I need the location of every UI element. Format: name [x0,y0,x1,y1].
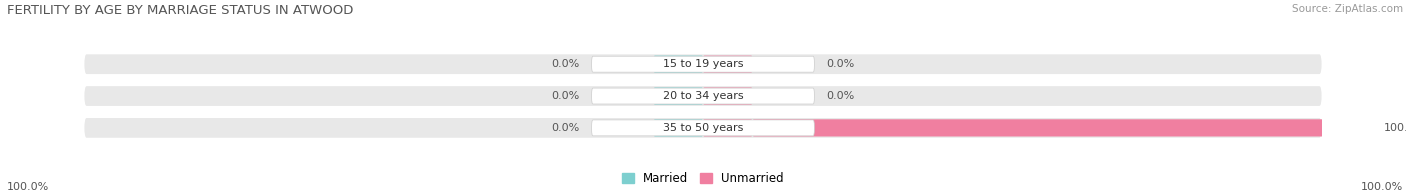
Text: 100.0%: 100.0% [1361,182,1403,192]
FancyBboxPatch shape [592,88,814,104]
Text: 0.0%: 0.0% [827,91,855,101]
Text: 0.0%: 0.0% [551,123,579,133]
FancyBboxPatch shape [752,119,1371,136]
FancyBboxPatch shape [84,54,1322,74]
FancyBboxPatch shape [592,120,814,136]
Text: 20 to 34 years: 20 to 34 years [662,91,744,101]
FancyBboxPatch shape [654,119,703,136]
Legend: Married, Unmarried: Married, Unmarried [617,168,789,190]
Text: FERTILITY BY AGE BY MARRIAGE STATUS IN ATWOOD: FERTILITY BY AGE BY MARRIAGE STATUS IN A… [7,4,353,17]
FancyBboxPatch shape [654,56,703,73]
Text: 0.0%: 0.0% [551,59,579,69]
Text: 35 to 50 years: 35 to 50 years [662,123,744,133]
FancyBboxPatch shape [654,87,703,105]
Text: 0.0%: 0.0% [827,59,855,69]
FancyBboxPatch shape [84,118,1322,138]
FancyBboxPatch shape [84,86,1322,106]
FancyBboxPatch shape [703,119,752,136]
Text: 100.0%: 100.0% [7,182,49,192]
Text: 100.0%: 100.0% [1384,123,1406,133]
Text: 0.0%: 0.0% [551,91,579,101]
Text: 15 to 19 years: 15 to 19 years [662,59,744,69]
FancyBboxPatch shape [703,56,752,73]
Text: Source: ZipAtlas.com: Source: ZipAtlas.com [1292,4,1403,14]
FancyBboxPatch shape [703,87,752,105]
FancyBboxPatch shape [592,56,814,72]
